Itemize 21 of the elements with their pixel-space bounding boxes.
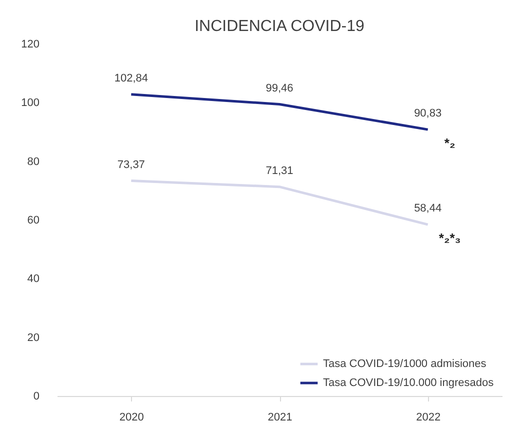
data-label: 58,44 — [414, 202, 442, 215]
x-tick-label: 2020 — [119, 412, 144, 424]
data-label: 73,37 — [117, 158, 145, 171]
legend-label: Tasa COVID-19/1000 admisiones — [323, 358, 487, 370]
annotation: *₂*₃ — [438, 230, 461, 246]
y-tick-label: 0 — [33, 390, 40, 402]
y-tick-label: 60 — [27, 214, 40, 226]
y-tick-label: 120 — [21, 38, 40, 50]
x-tick-label: 2022 — [416, 412, 441, 424]
x-tick-label: 2021 — [268, 412, 292, 424]
y-tick-label: 20 — [27, 332, 40, 344]
chart-title: INCIDENCIA COVID-19 — [194, 18, 365, 35]
data-label: 90,83 — [414, 108, 442, 120]
data-label: 71,31 — [266, 164, 294, 177]
annotation: *₂ — [444, 136, 456, 151]
y-tick-label: 100 — [21, 97, 40, 110]
data-label: 102,84 — [114, 72, 148, 84]
y-tick-label: 40 — [27, 273, 40, 286]
y-tick-label: 80 — [27, 156, 40, 168]
data-label: 99,46 — [266, 82, 294, 94]
legend-label: Tasa COVID-19/10.000 ingresados — [323, 377, 494, 389]
